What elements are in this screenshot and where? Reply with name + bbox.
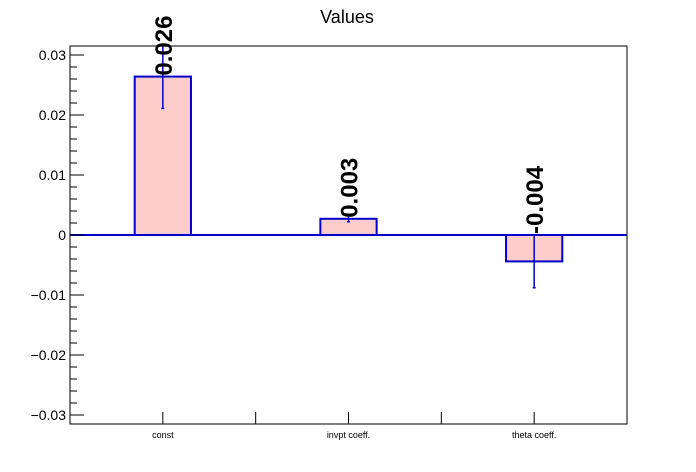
category-label-0: const (152, 430, 174, 440)
plot-frame (69, 45, 628, 425)
chart-title: Values (320, 7, 374, 27)
data-label-1: 0.003 (337, 158, 364, 218)
y-tick-label-1: 0.02 (39, 107, 66, 123)
category-label-2: theta coeff. (512, 430, 556, 440)
y-tick-label-6: −0.03 (31, 407, 67, 423)
data-label-2: -0.004 (522, 165, 549, 234)
y-tick-label-4: −0.01 (31, 287, 67, 303)
category-label-1: invpt coeff. (327, 430, 370, 440)
y-tick-label-2: 0.01 (39, 167, 66, 183)
y-tick-label-0: 0.03 (39, 47, 66, 63)
y-tick-label-3: 0 (58, 227, 66, 243)
bars-group (70, 44, 627, 289)
data-label-0: 0.026 (151, 16, 178, 76)
y-tick-label-5: −0.02 (31, 347, 67, 363)
